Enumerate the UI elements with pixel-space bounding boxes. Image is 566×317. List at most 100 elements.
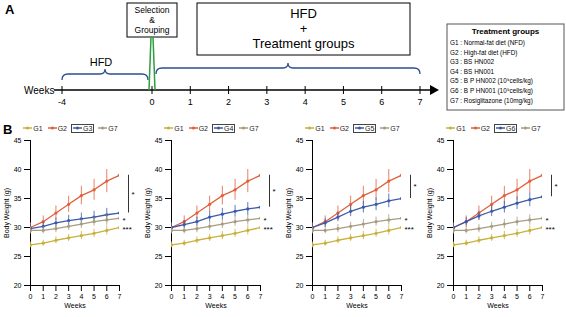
svg-text:*: * — [123, 216, 126, 225]
svg-text:3: 3 — [264, 97, 269, 107]
svg-text:1: 1 — [464, 293, 468, 300]
svg-text:G1 : Normal-fat diet (NFD): G1 : Normal-fat diet (NFD) — [450, 39, 525, 47]
svg-text:40: 40 — [14, 166, 22, 173]
svg-text:30: 30 — [14, 224, 22, 231]
svg-text:G2 : High-fat diet (HFD): G2 : High-fat diet (HFD) — [450, 49, 517, 57]
svg-text:2: 2 — [477, 293, 481, 300]
svg-text:Weeks: Weeks — [205, 302, 227, 309]
svg-text:Weeks: Weeks — [487, 302, 509, 309]
svg-text:30: 30 — [155, 224, 163, 231]
svg-text:HFD: HFD — [90, 56, 113, 68]
svg-text:40: 40 — [296, 166, 304, 173]
svg-text:45: 45 — [437, 137, 445, 144]
svg-text:6: 6 — [105, 293, 109, 300]
svg-text:6: 6 — [528, 293, 532, 300]
svg-text:G3 : BS HN002: G3 : BS HN002 — [450, 58, 494, 65]
svg-text:7: 7 — [541, 293, 545, 300]
svg-text:25: 25 — [14, 253, 22, 260]
svg-text:Body Weight (g): Body Weight (g) — [3, 188, 11, 238]
svg-text:Weeks: Weeks — [346, 302, 368, 309]
svg-text:Treatment groups: Treatment groups — [252, 36, 355, 51]
svg-text:35: 35 — [296, 195, 304, 202]
svg-text:Body Weight (g): Body Weight (g) — [285, 188, 293, 238]
svg-text:Weeks: Weeks — [24, 85, 54, 96]
svg-text:25: 25 — [296, 253, 304, 260]
svg-text:0: 0 — [311, 293, 315, 300]
svg-text:Body Weight (g): Body Weight (g) — [426, 188, 434, 238]
svg-text:*: * — [555, 182, 558, 191]
svg-text:6: 6 — [246, 293, 250, 300]
svg-text:20: 20 — [437, 282, 445, 289]
svg-text:1: 1 — [188, 97, 193, 107]
svg-text:Grouping: Grouping — [135, 25, 170, 35]
svg-text:35: 35 — [155, 195, 163, 202]
svg-text:Selection: Selection — [135, 5, 170, 15]
svg-text:G5 : B P HN002 (10⁹cells/kg): G5 : B P HN002 (10⁹cells/kg) — [450, 77, 533, 85]
svg-text:35: 35 — [14, 195, 22, 202]
svg-text:30: 30 — [437, 224, 445, 231]
svg-text:2: 2 — [54, 293, 58, 300]
svg-text:*: * — [546, 216, 549, 225]
svg-text:3: 3 — [67, 293, 71, 300]
svg-text:*: * — [414, 182, 417, 191]
svg-text:45: 45 — [155, 137, 163, 144]
svg-text:30: 30 — [296, 224, 304, 231]
svg-text:3: 3 — [208, 293, 212, 300]
svg-text:7: 7 — [118, 293, 122, 300]
svg-text:20: 20 — [296, 282, 304, 289]
svg-text:5: 5 — [92, 293, 96, 300]
svg-text:+: + — [300, 21, 308, 36]
svg-text:45: 45 — [296, 137, 304, 144]
svg-text:1: 1 — [41, 293, 45, 300]
svg-text:3: 3 — [490, 293, 494, 300]
svg-text:4: 4 — [502, 293, 506, 300]
svg-text:***: *** — [123, 225, 132, 234]
svg-text:6: 6 — [387, 293, 391, 300]
svg-text:***: *** — [264, 225, 273, 234]
svg-text:*: * — [264, 216, 267, 225]
svg-text:G6 : B P HN001 (10⁹cells/kg): G6 : B P HN001 (10⁹cells/kg) — [450, 87, 533, 95]
svg-text:5: 5 — [341, 97, 346, 107]
svg-text:1: 1 — [323, 293, 327, 300]
svg-text:5: 5 — [233, 293, 237, 300]
svg-text:Treatment groups: Treatment groups — [472, 27, 540, 36]
svg-text:40: 40 — [437, 166, 445, 173]
svg-text:2: 2 — [195, 293, 199, 300]
svg-text:2: 2 — [336, 293, 340, 300]
svg-text:G7 : Rosiglitazone (10mg/kg): G7 : Rosiglitazone (10mg/kg) — [450, 97, 533, 105]
svg-text:0: 0 — [170, 293, 174, 300]
svg-text:4: 4 — [220, 293, 224, 300]
svg-text:***: *** — [405, 225, 414, 234]
svg-text:0: 0 — [149, 97, 154, 107]
svg-text:1: 1 — [182, 293, 186, 300]
svg-text:4: 4 — [303, 97, 308, 107]
svg-text:3: 3 — [349, 293, 353, 300]
svg-text:4: 4 — [361, 293, 365, 300]
svg-text:7: 7 — [417, 97, 422, 107]
svg-text:40: 40 — [155, 166, 163, 173]
svg-text:-4: -4 — [58, 97, 66, 107]
svg-text:5: 5 — [374, 293, 378, 300]
svg-text:5: 5 — [515, 293, 519, 300]
svg-text:HFD: HFD — [290, 6, 317, 21]
svg-text:0: 0 — [452, 293, 456, 300]
svg-text:*: * — [405, 216, 408, 225]
svg-text:6: 6 — [379, 97, 384, 107]
svg-text:20: 20 — [155, 282, 163, 289]
svg-text:***: *** — [546, 225, 555, 234]
svg-text:7: 7 — [259, 293, 263, 300]
svg-text:&: & — [149, 15, 155, 25]
svg-text:7: 7 — [400, 293, 404, 300]
svg-text:0: 0 — [29, 293, 33, 300]
svg-text:4: 4 — [79, 293, 83, 300]
svg-text:35: 35 — [437, 195, 445, 202]
svg-text:2: 2 — [226, 97, 231, 107]
svg-text:25: 25 — [437, 253, 445, 260]
svg-text:A: A — [5, 2, 15, 17]
svg-text:G4 : BS HN001: G4 : BS HN001 — [450, 68, 494, 75]
svg-text:45: 45 — [14, 137, 22, 144]
svg-text:20: 20 — [14, 282, 22, 289]
svg-text:Body Weight (g): Body Weight (g) — [144, 188, 152, 238]
svg-text:Weeks: Weeks — [64, 302, 86, 309]
svg-text:*: * — [132, 190, 135, 199]
